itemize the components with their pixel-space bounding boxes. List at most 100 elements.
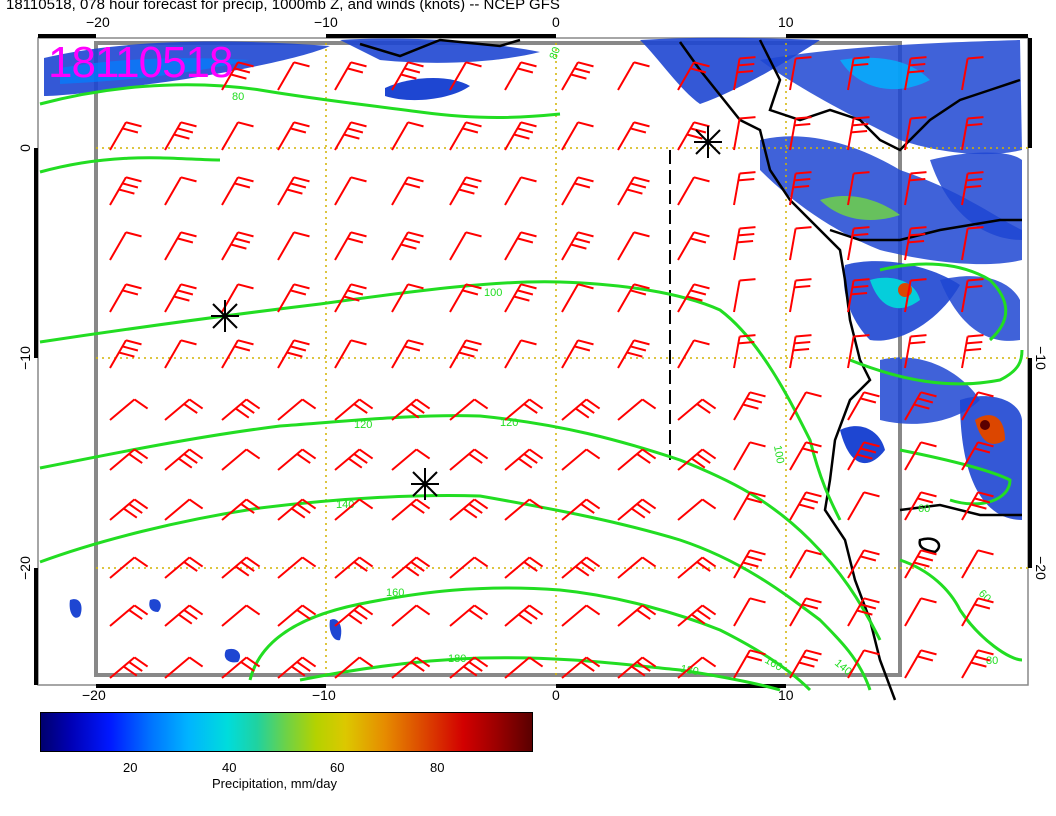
wind-barb: [961, 334, 984, 369]
wind-barb: [561, 283, 594, 313]
wind-barb: [789, 171, 812, 206]
wind-barb: [789, 391, 822, 421]
wind-barb: [733, 391, 766, 421]
wind-barb: [391, 498, 431, 521]
wind-barb: [617, 604, 657, 627]
wind-barb: [109, 339, 142, 369]
wind-barb: [391, 61, 424, 91]
wind-barb: [109, 656, 149, 679]
wind-barb: [449, 604, 489, 627]
bottom-tick: 10: [778, 687, 794, 703]
contour-label: 160: [386, 587, 404, 599]
wind-barb: [961, 549, 994, 579]
wind-barb: [904, 226, 927, 261]
wind-barb: [961, 278, 984, 313]
wind-barb: [164, 604, 204, 627]
wind-barb: [504, 121, 537, 151]
contour-label: 100: [484, 287, 502, 299]
colorbar-tick: 20: [123, 760, 138, 775]
wind-barb: [733, 171, 756, 206]
right-tick: −10: [1033, 346, 1049, 370]
wind-barb: [391, 656, 431, 679]
colorbar-tick: 80: [430, 760, 445, 775]
top-tick: 0: [552, 14, 560, 30]
wind-barb: [164, 121, 197, 151]
wind-barb: [391, 121, 424, 151]
wind-barb: [221, 121, 254, 151]
wind-barb: [221, 656, 261, 679]
pressure-center-star: [411, 468, 439, 500]
bottom-tick: 0: [552, 687, 560, 703]
wind-barb: [789, 116, 812, 151]
wind-barb: [789, 334, 812, 369]
wind-barb: [334, 339, 367, 369]
wind-barb: [847, 491, 880, 521]
wind-barb: [561, 556, 601, 579]
wind-barb: [391, 339, 424, 369]
wind-barb: [847, 441, 880, 471]
wind-barb: [847, 171, 870, 206]
map-title: 18110518, 078 hour forecast for precip, …: [6, 0, 560, 13]
wind-barb: [847, 56, 870, 91]
wind-barb: [561, 656, 601, 679]
wind-barb: [221, 61, 254, 91]
wind-barb: [847, 116, 870, 151]
wind-barb: [677, 61, 710, 91]
wind-barb: [733, 278, 756, 313]
contour-label: 180: [679, 663, 699, 678]
wind-barb: [391, 448, 431, 471]
contour-label: 80: [548, 45, 563, 61]
wind-barb: [733, 441, 766, 471]
top-tick: 10: [778, 14, 794, 30]
wind-barb: [221, 448, 261, 471]
wind-barb: [904, 171, 927, 206]
wind-barb: [109, 398, 149, 421]
wind-barb: [789, 278, 812, 313]
wind-barb: [789, 441, 822, 471]
wind-barb: [677, 448, 717, 471]
wind-barb: [961, 491, 994, 521]
wind-barb: [904, 56, 927, 91]
wind-barb: [277, 556, 317, 579]
wind-barb: [677, 339, 710, 369]
wind-barb: [277, 498, 317, 521]
contour-label: 80: [986, 655, 998, 667]
wind-barb: [277, 176, 310, 206]
left-tick: −10: [17, 346, 33, 370]
wind-barb: [789, 56, 812, 91]
wind-barb: [504, 448, 544, 471]
height-contours: [39, 83, 1024, 692]
wind-barb: [789, 649, 822, 679]
wind-barb: [733, 334, 756, 369]
wind-barb: [221, 604, 261, 627]
precip-field: [44, 37, 1022, 663]
wind-barb: [789, 226, 812, 261]
top-tick: −10: [314, 14, 338, 30]
coastline: [359, 38, 1022, 701]
wind-barb: [109, 231, 142, 261]
wind-barb: [561, 121, 594, 151]
wind-barb: [733, 549, 766, 579]
wind-barb: [504, 604, 544, 627]
wind-barb: [961, 171, 984, 206]
left-tick: −20: [17, 556, 33, 580]
wind-barb: [789, 597, 822, 627]
wind-barb: [449, 339, 482, 369]
wind-barb: [617, 231, 650, 261]
wind-barb: [847, 278, 870, 313]
wind-barb: [449, 556, 489, 579]
left-tick: 0: [17, 144, 33, 152]
wind-barb: [109, 448, 149, 471]
wind-barb: [961, 649, 994, 679]
wind-barb: [391, 604, 431, 627]
wind-barb: [561, 339, 594, 369]
bottom-tick: −10: [312, 687, 336, 703]
wind-barb: [504, 656, 544, 679]
wind-barb: [334, 604, 374, 627]
wind-barb: [617, 448, 657, 471]
wind-barb: [449, 656, 489, 679]
pressure-center-star: [211, 300, 239, 332]
top-tick: −20: [86, 14, 110, 30]
contour-label: 160: [763, 654, 785, 674]
